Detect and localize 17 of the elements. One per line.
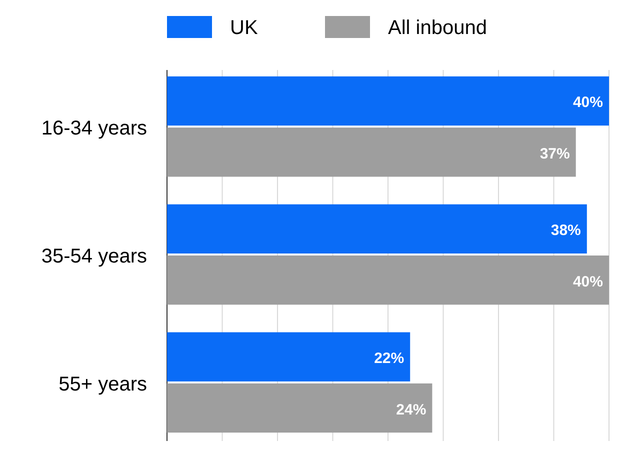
data-label: 24% — [396, 401, 426, 418]
bar — [167, 204, 587, 254]
legend-label: UK — [230, 17, 258, 39]
bar — [167, 128, 576, 177]
data-label: 37% — [540, 145, 570, 162]
y-tick-label: 55+ years — [58, 373, 147, 396]
data-label: 38% — [550, 222, 581, 240]
bar — [167, 256, 609, 305]
y-tick-label: 16-34 years — [41, 118, 147, 140]
data-label: 22% — [374, 350, 404, 368]
bar — [167, 332, 410, 382]
data-label: 40% — [572, 94, 603, 112]
y-tick-label: 35-54 years — [41, 246, 147, 268]
bar — [167, 76, 609, 126]
data-label: 40% — [572, 273, 603, 290]
bar — [167, 383, 432, 433]
legend-label: All inbound — [388, 17, 487, 39]
